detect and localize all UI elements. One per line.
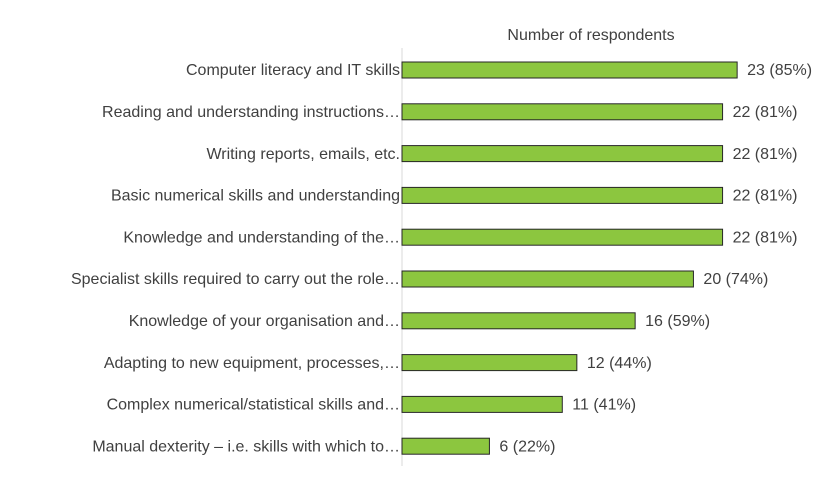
data-label: 12 (44%) <box>587 355 652 372</box>
y-tick-label: Computer literacy and IT skills <box>186 62 400 79</box>
bar <box>401 103 724 121</box>
y-tick-label: Reading and understanding instructions… <box>102 104 400 121</box>
y-tick-label: Complex numerical/statistical skills and… <box>107 397 400 414</box>
data-label: 20 (74%) <box>703 271 768 288</box>
bar <box>401 270 694 288</box>
y-tick-label: Basic numerical skills and understanding <box>111 188 400 205</box>
bar <box>401 186 724 204</box>
data-label: 6 (22%) <box>499 438 555 455</box>
data-label: 11 (41%) <box>572 397 636 414</box>
data-label: 22 (81%) <box>733 104 798 121</box>
bar <box>401 437 490 455</box>
data-label: 22 (81%) <box>733 146 798 163</box>
data-label: 22 (81%) <box>733 188 798 205</box>
y-tick-label: Specialist skills required to carry out … <box>71 271 400 288</box>
y-tick-label: Knowledge of your organisation and… <box>129 313 400 330</box>
chart-title: Number of respondents <box>507 27 674 44</box>
data-label: 16 (59%) <box>645 313 710 330</box>
bar <box>401 395 563 413</box>
y-tick-label: Manual dexterity – i.e. skills with whic… <box>92 438 400 455</box>
bar <box>401 61 738 79</box>
data-label: 23 (85%) <box>747 62 812 79</box>
y-tick-label: Writing reports, emails, etc. <box>206 146 400 163</box>
bar <box>401 354 578 372</box>
data-label: 22 (81%) <box>733 229 798 246</box>
bar <box>401 312 636 330</box>
bar <box>401 145 724 163</box>
y-tick-label: Knowledge and understanding of the… <box>123 229 400 246</box>
bar <box>401 228 724 246</box>
y-tick-label: Adapting to new equipment, processes,… <box>104 355 400 372</box>
